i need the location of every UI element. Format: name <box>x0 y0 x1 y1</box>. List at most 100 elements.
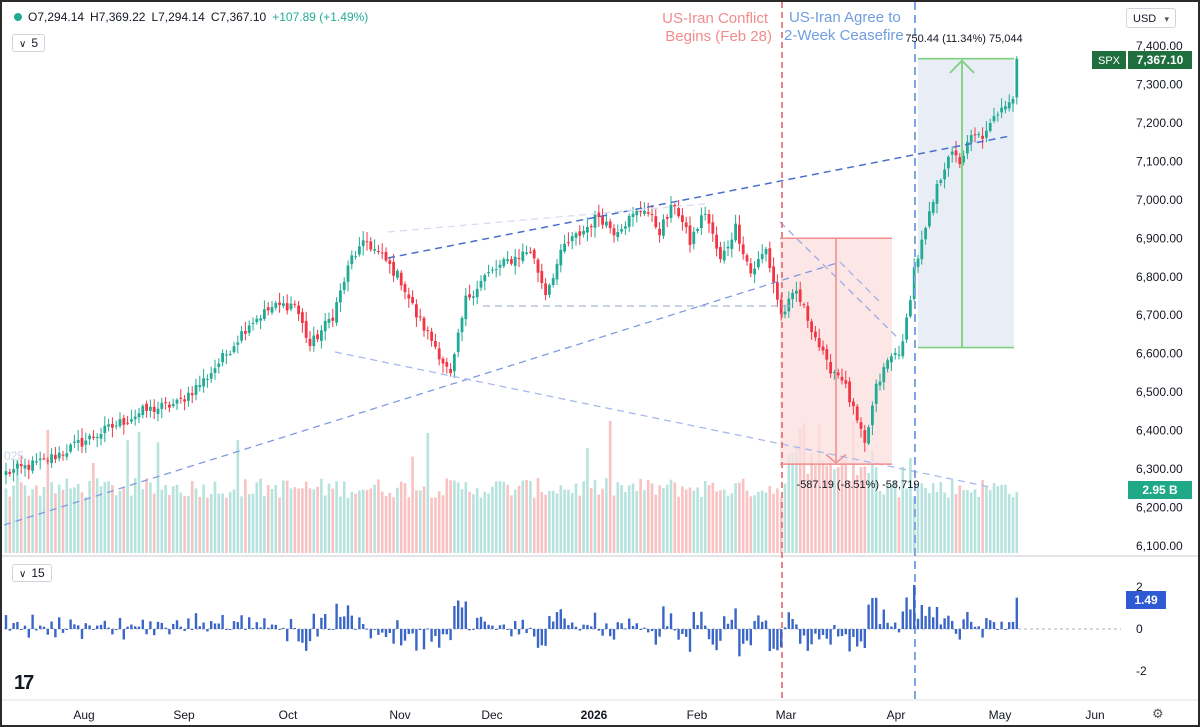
candle-body <box>50 454 53 464</box>
x-axis-tick-label: Jun <box>1085 708 1104 722</box>
indicator-bar <box>932 617 935 629</box>
y-axis-tick-label: 6,700.00 <box>1136 308 1183 322</box>
volume-bar <box>384 496 388 553</box>
candle-body <box>130 419 133 422</box>
indicator-bar <box>867 604 870 629</box>
candle-body <box>460 318 464 333</box>
volume-bar <box>958 485 962 553</box>
indicator-bar <box>966 611 969 629</box>
candle-body <box>358 246 361 255</box>
candle-body <box>608 221 612 229</box>
indicator-bar <box>221 614 224 629</box>
candle-body <box>924 227 927 240</box>
volume-bar <box>175 484 179 553</box>
drawings[interactable] <box>3 2 1014 700</box>
currency-label: USD <box>1133 13 1157 25</box>
drop-measure-arrowhead <box>825 453 847 464</box>
indicator-bar <box>529 627 532 629</box>
indicator-bar <box>996 629 999 630</box>
candle-body <box>517 258 521 260</box>
candle-body <box>76 440 80 443</box>
indicator-bar <box>206 629 209 632</box>
candle-body <box>798 289 802 302</box>
volume-bar <box>646 480 650 553</box>
candle-body <box>597 212 601 218</box>
indicator-bar <box>107 627 110 629</box>
volume-bar <box>722 489 726 553</box>
volume-bar <box>513 489 517 553</box>
y-axis-tick-label: 6,500.00 <box>1136 385 1183 399</box>
indicator-bar <box>612 629 616 640</box>
indicator-bar <box>320 617 323 629</box>
currency-selector[interactable]: USD ▾ <box>1126 8 1176 28</box>
indicator-bar <box>411 629 414 634</box>
candle-body <box>1007 102 1011 109</box>
volume-bar <box>589 488 593 553</box>
volume-bar <box>31 489 34 553</box>
indicator-bar <box>80 629 84 639</box>
volume-bar <box>46 429 50 553</box>
indicator-bar <box>943 618 946 629</box>
candle-body <box>437 348 441 360</box>
candle-body <box>65 453 69 457</box>
candle-body <box>510 259 513 264</box>
indicator-bar <box>673 629 676 631</box>
volume-bar <box>27 495 31 553</box>
faint-channel-line <box>387 203 706 233</box>
volume-bar <box>342 481 346 553</box>
volume-bar <box>540 492 544 553</box>
indicator-bar <box>631 625 635 629</box>
candle-body <box>354 256 357 258</box>
decline-channel-upper <box>779 221 901 341</box>
indicator-bar <box>985 618 988 629</box>
indicator-bar <box>749 629 752 646</box>
indicator-bar <box>487 624 490 629</box>
indicator-bar <box>521 619 524 629</box>
indicator-bar <box>35 629 38 631</box>
volume-bar <box>578 495 582 553</box>
volume-bar <box>616 482 620 553</box>
volume-indicator-toggle[interactable]: ∨ 5 <box>12 34 46 52</box>
volume-bar <box>141 489 145 553</box>
indicator-bar <box>829 629 832 645</box>
candle-body <box>669 204 673 218</box>
indicator-bar <box>160 622 163 629</box>
candle-body <box>570 236 574 242</box>
indicator-bar <box>217 623 220 629</box>
volume-bar <box>335 481 338 553</box>
volume-bar <box>631 483 635 553</box>
volume-bar <box>525 479 528 553</box>
candle-body <box>114 425 118 427</box>
volume-bar <box>247 494 251 553</box>
volume-bar <box>802 423 806 553</box>
candle-body <box>859 422 863 429</box>
bottom-indicator-toggle[interactable]: ∨ 15 <box>12 564 52 582</box>
candle-body <box>852 401 855 407</box>
volume-bar <box>551 490 555 553</box>
indicator-bar <box>875 597 878 629</box>
candle-body <box>430 331 433 341</box>
volume-bar <box>73 487 76 553</box>
candle-body <box>985 130 988 138</box>
volume-bar <box>570 492 574 553</box>
candle-body <box>764 248 768 255</box>
indicator-bar <box>563 618 566 629</box>
candle-body <box>202 378 205 387</box>
indicator-bar <box>593 612 597 629</box>
indicator-bar <box>669 613 673 629</box>
candle-body <box>407 294 411 299</box>
settings-gear-icon[interactable]: ⚙ <box>1152 706 1164 721</box>
indicator-bar <box>905 597 908 629</box>
indicator-bar <box>194 613 198 629</box>
volume-bar <box>893 480 897 553</box>
indicator-bar <box>609 629 612 637</box>
chevron-down-icon: ∨ <box>19 569 27 580</box>
volume-bar <box>601 488 604 553</box>
indicator-bar <box>365 628 369 630</box>
candle-body <box>582 230 585 235</box>
x-axis-tick-label: Nov <box>389 708 410 722</box>
candle-body <box>536 259 540 273</box>
volume-bar <box>354 493 357 553</box>
indicator-bar <box>50 621 53 629</box>
